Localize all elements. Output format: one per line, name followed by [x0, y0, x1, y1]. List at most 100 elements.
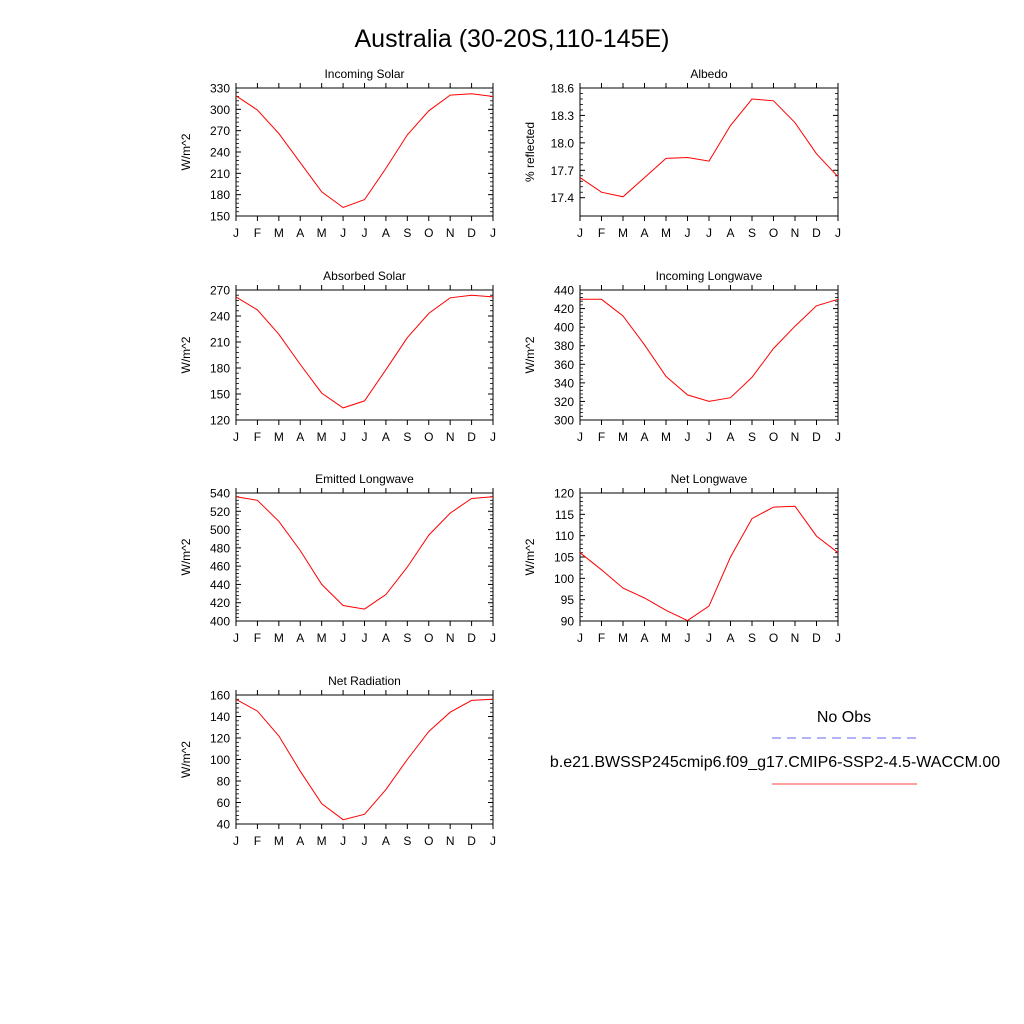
- x-tick-label: D: [467, 226, 476, 240]
- y-tick-label: 18.3: [551, 109, 575, 123]
- y-tick-label: 210: [210, 167, 230, 181]
- x-tick-label: F: [254, 631, 261, 645]
- x-tick-label: S: [748, 631, 756, 645]
- x-tick-label: N: [446, 834, 455, 848]
- plot-frame: [579, 289, 839, 421]
- x-tick-label: A: [726, 631, 734, 645]
- y-tick-label: 340: [554, 376, 574, 390]
- y-axis-label: W/m^2: [523, 336, 537, 373]
- x-tick-label: D: [467, 430, 476, 444]
- legend-label-obs: No Obs: [817, 709, 871, 726]
- x-tick-label: J: [835, 226, 841, 240]
- panel-title: Net Radiation: [328, 674, 401, 688]
- y-axis-label: W/m^2: [179, 133, 193, 170]
- y-tick-label: 17.4: [551, 191, 575, 205]
- x-tick-label: O: [769, 226, 778, 240]
- y-tick-label: 520: [210, 505, 230, 519]
- y-tick-label: 320: [554, 395, 574, 409]
- x-tick-label: M: [618, 226, 628, 240]
- x-tick-label: J: [685, 631, 691, 645]
- x-tick-label: D: [812, 226, 821, 240]
- y-tick-label: 400: [554, 321, 574, 335]
- y-axis-label: % reflected: [523, 122, 537, 182]
- x-tick-label: A: [296, 834, 304, 848]
- y-tick-label: 140: [210, 710, 230, 724]
- y-tick-label: 380: [554, 339, 574, 353]
- y-tick-label: 360: [554, 358, 574, 372]
- y-tick-label: 330: [210, 82, 230, 96]
- x-tick-label: A: [296, 226, 304, 240]
- series-line: [579, 98, 839, 198]
- x-tick-label: M: [274, 430, 284, 444]
- y-tick-label: 110: [555, 529, 574, 543]
- y-tick-label: 17.7: [551, 164, 575, 178]
- x-tick-label: F: [598, 226, 605, 240]
- x-tick-label: J: [577, 631, 583, 645]
- y-tick-label: 100: [210, 753, 230, 767]
- x-tick-label: D: [467, 834, 476, 848]
- x-tick-label: N: [791, 226, 800, 240]
- x-tick-label: N: [446, 430, 455, 444]
- x-tick-label: A: [726, 226, 734, 240]
- x-tick-label: O: [769, 631, 778, 645]
- x-tick-label: O: [424, 834, 433, 848]
- series-line: [235, 698, 494, 821]
- x-tick-label: M: [317, 834, 327, 848]
- y-tick-label: 60: [217, 796, 231, 810]
- y-axis-label: W/m^2: [179, 741, 193, 778]
- panel-5: Emitted Longwave W/m^2 400 420 440 460 480 500 5…: [179, 472, 496, 645]
- y-tick-label: 270: [210, 124, 230, 138]
- x-tick-label: M: [661, 631, 671, 645]
- x-tick-label: M: [317, 631, 327, 645]
- x-tick-label: D: [812, 430, 821, 444]
- x-tick-label: S: [748, 430, 756, 444]
- y-axis-label: W/m^2: [179, 538, 193, 575]
- x-tick-label: J: [685, 430, 691, 444]
- y-tick-label: 270: [210, 284, 230, 298]
- panel-title: Absorbed Solar: [323, 269, 406, 283]
- panel-group: Incoming Solar W/m^2 150 180 210 240 270 300 330…: [179, 67, 841, 848]
- series-line: [235, 93, 494, 209]
- x-tick-label: A: [296, 430, 304, 444]
- y-tick-label: 400: [210, 615, 230, 629]
- series-line: [235, 294, 494, 409]
- x-tick-label: D: [812, 631, 821, 645]
- y-axis-label: W/m^2: [523, 538, 537, 575]
- x-tick-label: F: [598, 631, 605, 645]
- y-tick-label: 120: [210, 414, 230, 428]
- y-tick-label: 240: [210, 146, 230, 160]
- y-tick-label: 420: [210, 596, 230, 610]
- x-tick-label: J: [835, 430, 841, 444]
- x-tick-label: J: [340, 631, 346, 645]
- x-tick-label: J: [490, 430, 496, 444]
- x-tick-label: F: [254, 226, 261, 240]
- legend-label-model: b.e21.BWSSP245cmip6.f09_g17.CMIP6-SSP2-4…: [550, 754, 1000, 771]
- x-tick-label: O: [769, 430, 778, 444]
- y-axis-label: W/m^2: [179, 336, 193, 373]
- x-tick-label: J: [362, 631, 368, 645]
- plot-frame: [235, 694, 494, 825]
- y-tick-label: 105: [554, 551, 574, 565]
- x-tick-label: S: [403, 631, 411, 645]
- y-tick-label: 210: [210, 336, 230, 350]
- x-tick-label: A: [382, 834, 390, 848]
- x-tick-label: J: [340, 226, 346, 240]
- x-tick-label: J: [490, 834, 496, 848]
- x-tick-label: J: [706, 226, 712, 240]
- x-tick-label: S: [403, 226, 411, 240]
- y-tick-label: 100: [554, 572, 574, 586]
- panel-title: Albedo: [690, 67, 728, 81]
- x-tick-label: J: [233, 834, 239, 848]
- x-tick-label: M: [274, 834, 284, 848]
- y-tick-label: 120: [210, 732, 230, 746]
- x-tick-label: O: [424, 430, 433, 444]
- x-tick-label: J: [706, 430, 712, 444]
- figure-title: Australia (30-20S,110-145E): [355, 25, 670, 53]
- y-tick-label: 180: [210, 362, 230, 376]
- y-tick-label: 300: [210, 103, 230, 117]
- y-tick-label: 120: [554, 487, 574, 501]
- y-tick-label: 460: [210, 560, 230, 574]
